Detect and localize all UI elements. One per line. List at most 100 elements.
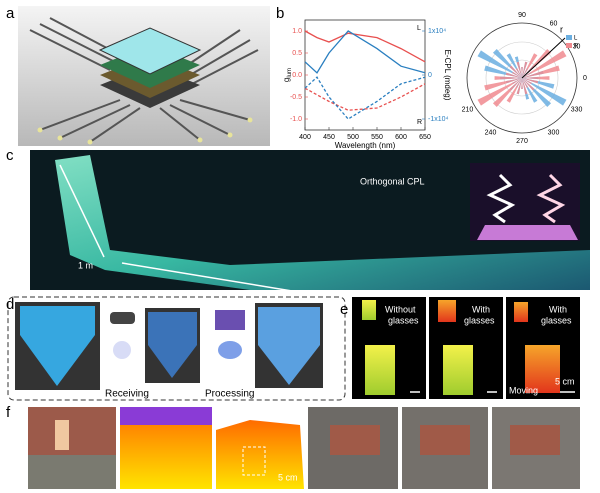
x-tick-label: 500 <box>347 134 359 141</box>
spectrum: 400 450 500 550 600 650 1.0 0.5 0.0 -0.5 -1.0 1x10⁴… <box>282 25 452 150</box>
panel-e: Without glasses With glasses With glasse… <box>352 297 580 399</box>
legend-label: L <box>574 36 578 42</box>
annotation: R <box>417 119 422 126</box>
head <box>514 302 528 322</box>
y-axis-label: glum <box>282 68 292 82</box>
angle-label: 30 <box>573 43 581 50</box>
petal <box>515 68 522 78</box>
polar-ring <box>485 41 559 115</box>
ghost-icon <box>113 341 131 359</box>
petal <box>516 61 522 78</box>
glasses-icon <box>110 312 135 324</box>
x-tick-label: 400 <box>299 134 311 141</box>
angle-label: 60 <box>550 20 558 27</box>
angle-label: 0 <box>583 75 587 82</box>
x-tick-label: 650 <box>419 134 431 141</box>
wire-pads <box>37 117 253 145</box>
legend-label: R <box>574 44 579 50</box>
y2-tick-label: 1x10⁴ <box>428 28 446 35</box>
panel-label: d <box>6 296 14 313</box>
panel-d: Receiving Processing <box>7 296 346 401</box>
helix <box>486 173 516 224</box>
scale-line <box>59 164 105 258</box>
petal <box>522 76 550 80</box>
hand <box>525 345 560 393</box>
panel-label: e <box>340 301 348 318</box>
petal <box>522 78 529 88</box>
petal <box>522 78 567 106</box>
petal <box>522 78 535 91</box>
y-axis-label-sub: lum <box>287 68 293 78</box>
radius-label: r <box>560 24 563 34</box>
angle-label: 90 <box>518 12 526 19</box>
angle-label: 240 <box>485 129 497 136</box>
petal <box>522 78 539 84</box>
petal <box>477 78 522 106</box>
step-label: Receiving <box>105 389 149 400</box>
caption: glasses <box>388 315 419 325</box>
scale-label: 1 m <box>78 260 93 270</box>
petal <box>492 78 522 108</box>
polar-frame <box>466 22 578 134</box>
target-shape <box>20 306 95 386</box>
petal <box>484 78 522 91</box>
x-axis-label: Wavelength (nm) <box>335 141 396 150</box>
y-tick-label: 1.0 <box>292 28 302 35</box>
caption: glasses <box>541 315 572 325</box>
panel-c: 1 m Orthogonal CPL <box>30 150 590 292</box>
y2-axis-label: E-CPL (mdeg) <box>443 50 452 101</box>
petal <box>516 78 522 95</box>
petal <box>522 78 532 85</box>
angle-label: 330 <box>571 106 583 113</box>
petal <box>505 72 522 78</box>
brick-wall <box>420 425 470 455</box>
step-label: Processing <box>205 389 254 400</box>
monitor-icon <box>215 310 245 330</box>
series-line <box>304 83 426 111</box>
processed-shape <box>148 312 197 378</box>
y2-tick-label: -1x10⁴ <box>428 116 449 123</box>
panel-label: b <box>276 5 284 22</box>
y-axis-label-main: g <box>282 78 291 82</box>
petal <box>506 78 522 103</box>
series-line <box>304 76 426 120</box>
crop-box <box>242 446 266 476</box>
panel-label: c <box>6 147 14 164</box>
plot-frame <box>304 19 426 131</box>
petal <box>522 78 528 95</box>
head <box>438 300 456 322</box>
caption: Orthogonal CPL <box>360 176 425 186</box>
inset-grid <box>477 225 578 240</box>
helix <box>536 173 566 224</box>
y-tick-label: 0.0 <box>292 72 302 79</box>
x-tick-label: 600 <box>395 134 407 141</box>
scale-line <box>121 262 293 292</box>
brick-wall <box>510 425 560 455</box>
angle-label: 210 <box>462 106 474 113</box>
y2-tick-label: 0 <box>428 72 432 79</box>
panel-label: f <box>6 404 11 421</box>
x-tick-label: 550 <box>371 134 383 141</box>
petal <box>512 71 522 78</box>
y-tick-label: 0.5 <box>292 50 302 57</box>
petal <box>477 50 522 78</box>
scale-label: 5 cm <box>278 472 298 482</box>
legend-swatch <box>566 43 572 48</box>
hand <box>443 345 473 395</box>
y-tick-label: -1.0 <box>290 116 302 123</box>
depth-map-top <box>120 407 212 425</box>
figure-toy <box>55 420 69 450</box>
caption: Without <box>385 304 416 314</box>
petal <box>521 78 523 89</box>
radius-arrow <box>521 37 566 79</box>
x-tick-label: 450 <box>323 134 335 141</box>
angle-label: 270 <box>516 138 528 145</box>
photo-ground <box>28 455 116 489</box>
panel-label: a <box>6 5 15 22</box>
petal <box>522 65 560 78</box>
note: Moving <box>509 385 538 395</box>
series-line <box>304 30 426 63</box>
panel-b: 400 450 500 550 600 6501.00.50.0-0.5-1.01x10⁴… <box>282 12 587 150</box>
depth-crop-fill <box>216 420 304 489</box>
